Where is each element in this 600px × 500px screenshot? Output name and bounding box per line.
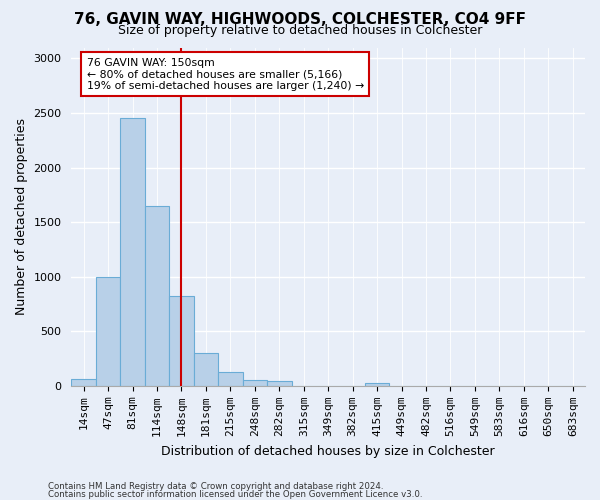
Bar bbox=[242, 380, 267, 386]
Bar bbox=[145, 206, 169, 386]
Text: Size of property relative to detached houses in Colchester: Size of property relative to detached ho… bbox=[118, 24, 482, 37]
Bar bbox=[365, 382, 389, 386]
Bar bbox=[267, 381, 292, 386]
Text: Contains HM Land Registry data © Crown copyright and database right 2024.: Contains HM Land Registry data © Crown c… bbox=[48, 482, 383, 491]
Bar bbox=[71, 380, 96, 386]
Bar bbox=[121, 118, 145, 386]
Text: Contains public sector information licensed under the Open Government Licence v3: Contains public sector information licen… bbox=[48, 490, 422, 499]
Y-axis label: Number of detached properties: Number of detached properties bbox=[15, 118, 28, 315]
Text: 76 GAVIN WAY: 150sqm
← 80% of detached houses are smaller (5,166)
19% of semi-de: 76 GAVIN WAY: 150sqm ← 80% of detached h… bbox=[87, 58, 364, 91]
X-axis label: Distribution of detached houses by size in Colchester: Distribution of detached houses by size … bbox=[161, 444, 495, 458]
Bar bbox=[96, 277, 121, 386]
Text: 76, GAVIN WAY, HIGHWOODS, COLCHESTER, CO4 9FF: 76, GAVIN WAY, HIGHWOODS, COLCHESTER, CO… bbox=[74, 12, 526, 28]
Bar bbox=[218, 372, 242, 386]
Bar bbox=[194, 353, 218, 386]
Bar bbox=[169, 296, 194, 386]
